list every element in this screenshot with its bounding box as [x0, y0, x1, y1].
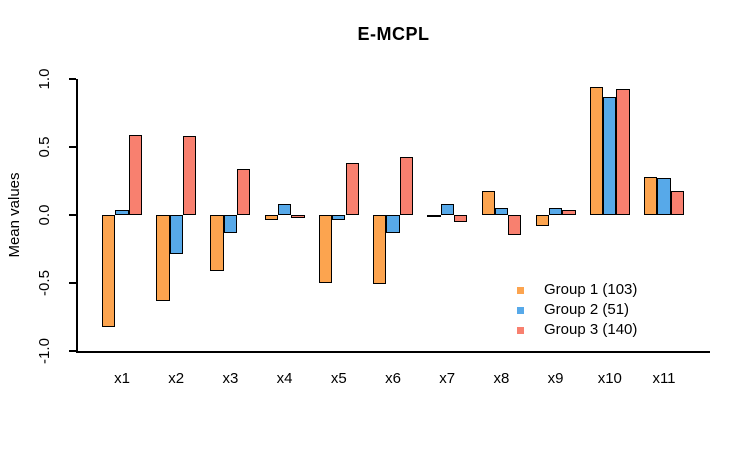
y-axis-tick: [69, 146, 76, 148]
bar-x8-group1: [481, 190, 495, 215]
bar-x1-group2: [115, 209, 129, 215]
legend-label-group2: Group 2 (51): [544, 301, 630, 318]
bar-x11-group3: [670, 190, 684, 215]
y-axis-tick-label: 1.0: [36, 68, 53, 90]
bar-x1-group3: [128, 134, 142, 215]
y-axis-tick: [69, 78, 76, 80]
y-axis-tick-label: 0.0: [36, 204, 53, 226]
bar-x5-group3: [345, 163, 359, 215]
bar-x4-group1: [264, 215, 278, 221]
bar-x10-group3: [616, 88, 630, 215]
bar-x2-group3: [182, 136, 197, 215]
y-axis-tick-label: -1.0: [36, 338, 53, 364]
bar-x11-group1: [644, 176, 658, 215]
x-axis-label-x6: x6: [385, 370, 401, 387]
y-axis-line: [76, 79, 78, 353]
bar-x5-group2: [332, 215, 346, 221]
bar-x9-group1: [535, 215, 549, 226]
x-axis-label-x7: x7: [439, 370, 456, 387]
y-axis-tick: [69, 350, 76, 352]
bar-x4-group3: [291, 215, 305, 218]
legend-swatch-group1: [517, 287, 524, 294]
bar-x5-group1: [318, 215, 333, 283]
bar-x3-group2: [223, 215, 238, 233]
bar-x7-group3: [453, 215, 468, 222]
y-axis-title: Mean values: [6, 172, 23, 258]
x-axis-label-x10: x10: [597, 370, 622, 387]
y-axis-tick: [69, 214, 76, 216]
x-axis-label-x8: x8: [493, 370, 510, 387]
bar-x7-group2: [440, 204, 454, 215]
bar-x8-group3: [508, 215, 522, 236]
bar-x9-group3: [562, 209, 576, 215]
bar-x7-group1: [427, 215, 441, 217]
bar-x8-group2: [494, 208, 509, 215]
legend-label-group3: Group 3 (140): [544, 321, 638, 338]
y-axis-tick-label: 0.5: [36, 136, 53, 158]
bar-x6-group1: [373, 215, 387, 285]
bar-x6-group3: [399, 156, 413, 215]
bar-x10-group1: [589, 87, 604, 215]
x-axis-label-x5: x5: [330, 370, 347, 387]
x-axis-label-x9: x9: [547, 370, 564, 387]
bar-x9-group2: [548, 208, 563, 215]
bar-x6-group2: [386, 215, 400, 233]
x-axis-label-x2: x2: [168, 370, 185, 387]
bar-x3-group1: [210, 215, 224, 271]
x-axis-line: [76, 351, 710, 353]
y-axis-tick-label: -0.5: [36, 270, 53, 296]
legend-swatch-group3: [517, 327, 524, 334]
legend-swatch-group2: [517, 307, 524, 314]
y-axis-tick: [69, 282, 76, 284]
bar-x1-group1: [102, 215, 116, 327]
chart-title: E-MCPL: [357, 24, 430, 44]
x-axis-label-x4: x4: [276, 370, 293, 387]
bar-x4-group2: [278, 204, 292, 215]
bar-x2-group2: [169, 215, 183, 255]
x-axis-label-x3: x3: [222, 370, 239, 387]
legend-label-group1: Group 1 (103): [544, 281, 638, 298]
bar-x2-group1: [156, 215, 170, 301]
bar-x11-group2: [657, 178, 671, 215]
x-axis-label-x1: x1: [114, 370, 130, 387]
bar-x3-group3: [237, 168, 251, 215]
bar-x10-group2: [603, 96, 617, 215]
x-axis-label-x11: x11: [652, 370, 676, 387]
